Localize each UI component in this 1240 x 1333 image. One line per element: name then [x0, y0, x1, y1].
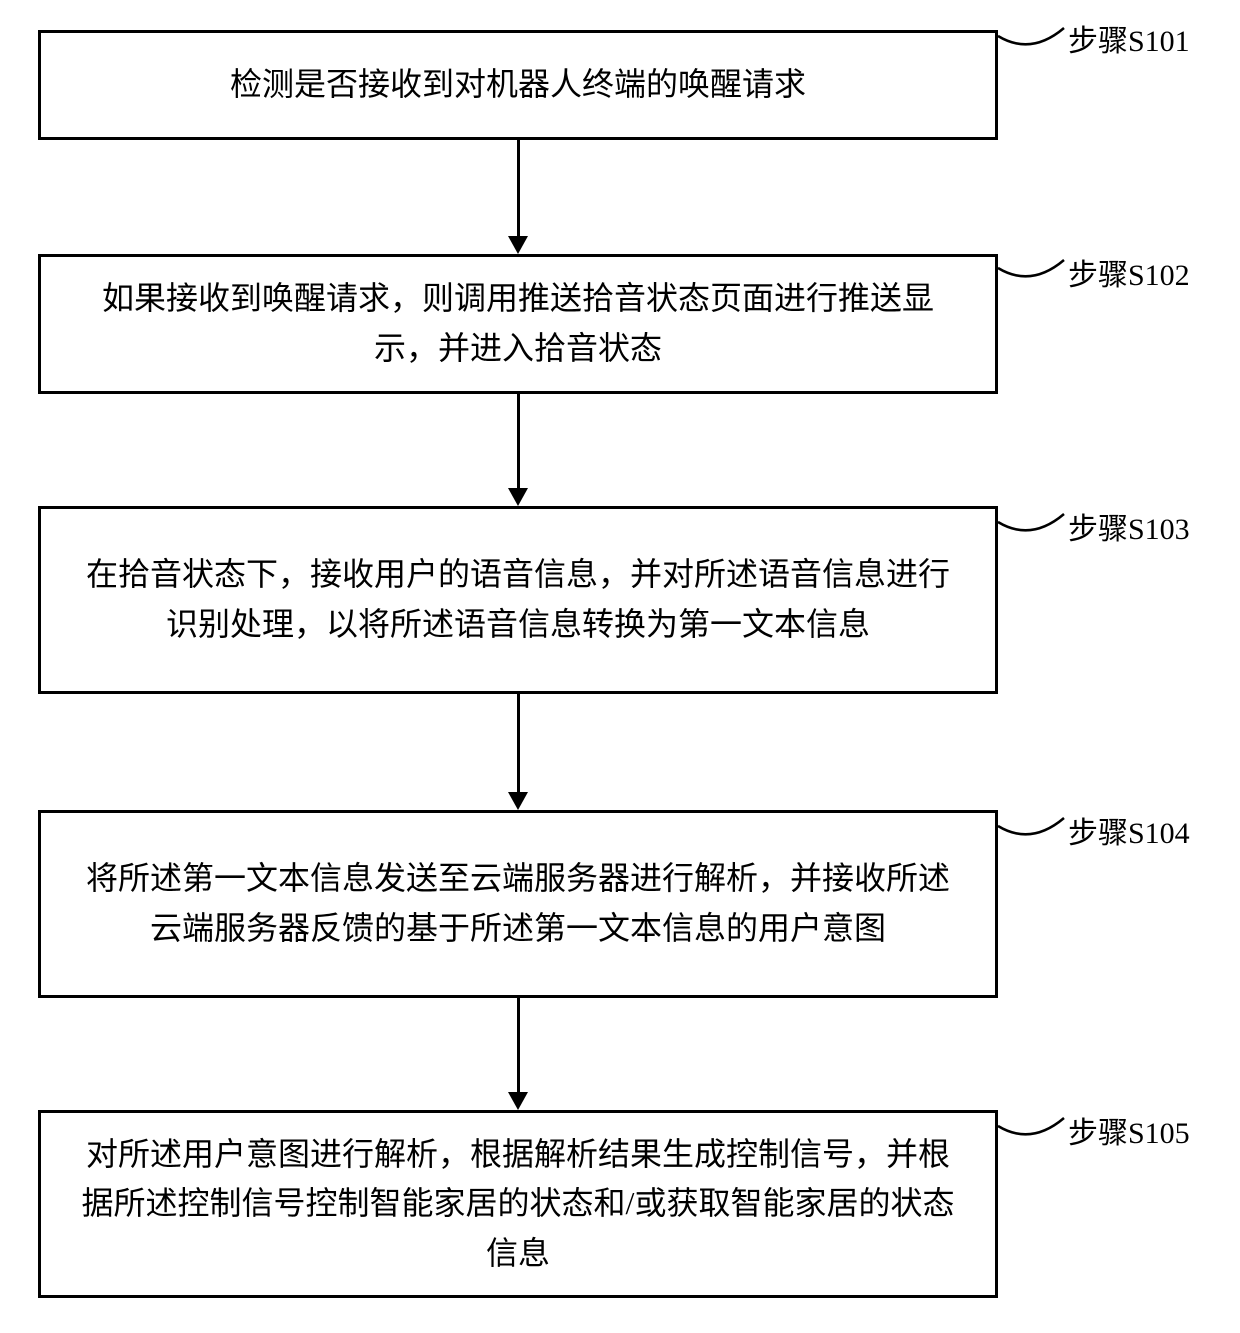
- step-label-s103: 步骤S103: [1068, 504, 1190, 548]
- step-text: 对所述用户意图进行解析，根据解析结果生成控制信号，并根据所述控制信号控制智能家居…: [71, 1130, 965, 1279]
- callout-curve: [994, 484, 1068, 544]
- step-label-s105: 步骤S105: [1068, 1108, 1190, 1152]
- step-box-s101: 检测是否接收到对机器人终端的唤醒请求: [38, 30, 998, 140]
- arrow-line-3: [517, 998, 520, 1092]
- callout-curve: [994, 1088, 1068, 1148]
- step-text: 如果接收到唤醒请求，则调用推送拾音状态页面进行推送显示，并进入拾音状态: [71, 274, 965, 373]
- callout-curve: [994, 0, 1068, 58]
- step-box-s103: 在拾音状态下，接收用户的语音信息，并对所述语音信息进行识别处理，以将所述语音信息…: [38, 506, 998, 694]
- step-text: 在拾音状态下，接收用户的语音信息，并对所述语音信息进行识别处理，以将所述语音信息…: [71, 550, 965, 649]
- step-label-s104: 步骤S104: [1068, 808, 1190, 852]
- arrow-head-0: [508, 236, 528, 254]
- step-label-s102: 步骤S102: [1068, 250, 1190, 294]
- step-box-s105: 对所述用户意图进行解析，根据解析结果生成控制信号，并根据所述控制信号控制智能家居…: [38, 1110, 998, 1298]
- step-text: 检测是否接收到对机器人终端的唤醒请求: [230, 60, 806, 110]
- arrow-line-1: [517, 394, 520, 488]
- step-text: 将所述第一文本信息发送至云端服务器进行解析，并接收所述云端服务器反馈的基于所述第…: [71, 854, 965, 953]
- arrow-line-2: [517, 694, 520, 792]
- arrow-head-3: [508, 1092, 528, 1110]
- step-label-s101: 步骤S101: [1068, 16, 1190, 60]
- flowchart-canvas: 检测是否接收到对机器人终端的唤醒请求 步骤S101 如果接收到唤醒请求，则调用推送拾…: [0, 0, 1240, 1333]
- callout-curve: [994, 788, 1068, 848]
- arrow-line-0: [517, 140, 520, 236]
- step-box-s104: 将所述第一文本信息发送至云端服务器进行解析，并接收所述云端服务器反馈的基于所述第…: [38, 810, 998, 998]
- arrow-head-1: [508, 488, 528, 506]
- arrow-head-2: [508, 792, 528, 810]
- callout-curve: [994, 230, 1068, 290]
- step-box-s102: 如果接收到唤醒请求，则调用推送拾音状态页面进行推送显示，并进入拾音状态: [38, 254, 998, 394]
